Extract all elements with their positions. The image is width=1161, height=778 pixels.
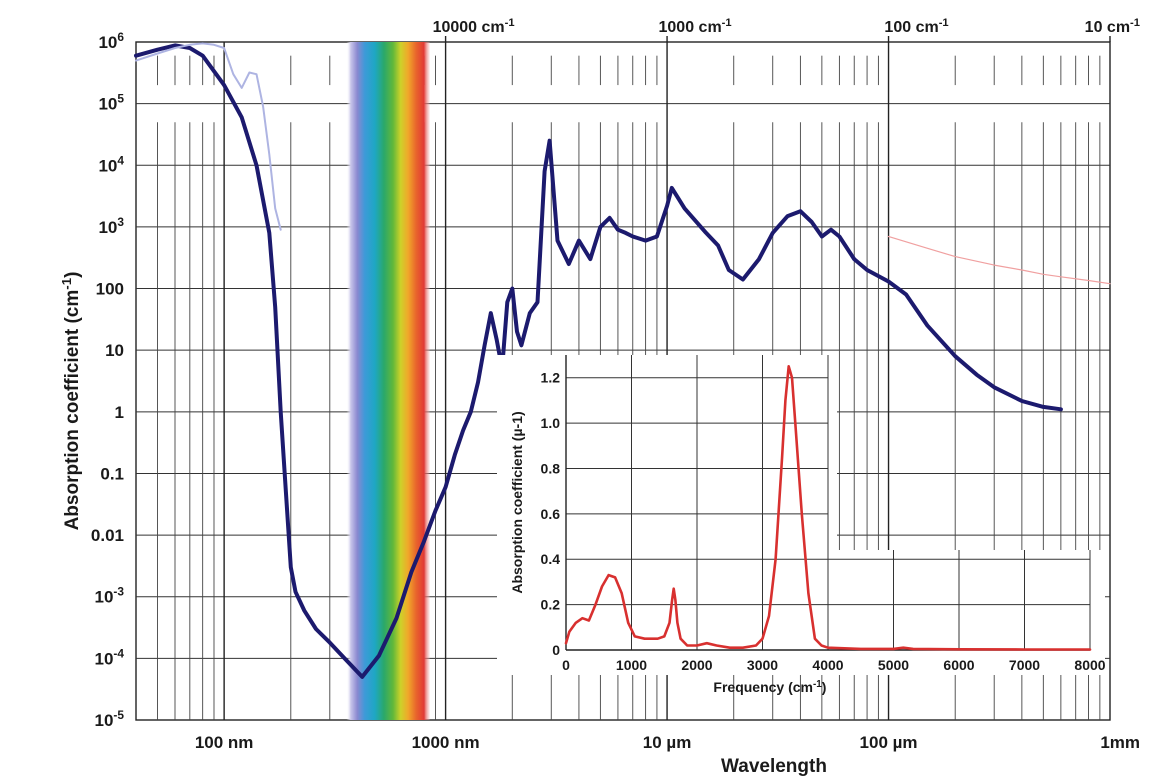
- y-tick-label: 105: [98, 92, 124, 114]
- x-tick-label: 10 µm: [643, 733, 692, 752]
- inset-x-tick-label: 1000: [616, 657, 647, 673]
- y-tick-base: 10: [98, 156, 117, 175]
- y-tick-label: 1: [115, 403, 124, 422]
- y-tick-base: 1: [115, 403, 124, 422]
- inset-y-tick-label: 0: [552, 642, 560, 658]
- top-tick-base: 10 cm: [1085, 19, 1130, 36]
- y-tick-label: 0.1: [100, 464, 124, 483]
- top-tick-sup: -1: [505, 17, 515, 29]
- y-tick-label: 10-4: [95, 646, 125, 668]
- y-tick-exp: -4: [113, 646, 124, 660]
- inset-chart: 0 1000 2000 3000 4000 5000 6000 7000 8000 0 0.2 0.4…: [497, 355, 1106, 695]
- inset-y-tick-label: 1.0: [541, 415, 561, 431]
- x-axis-label: Wavelength: [721, 756, 827, 777]
- inset-x-tick-label: 8000: [1074, 657, 1105, 673]
- inset-y-tick-label: 1.2: [541, 370, 561, 386]
- inset-y-tick-label: 0.8: [541, 460, 561, 476]
- series-1-line: [135, 42, 282, 231]
- top-tick-base: 1000 cm: [659, 19, 722, 36]
- inset-xlabel-pre: Frequency (cm: [713, 679, 813, 695]
- x-tick-label: 1mm: [1100, 733, 1140, 752]
- visible-spectrum-band: [346, 42, 430, 720]
- inset-x-axis-label: Frequency (cm-1)Frequency (cm-1): [713, 679, 826, 696]
- y-tick-exp: 5: [117, 92, 124, 106]
- inset-x-tick-label: 7000: [1009, 657, 1040, 673]
- inset-x-tick-label: 3000: [747, 657, 778, 673]
- inset-y-tick-label: 0.2: [541, 597, 561, 613]
- y-tick-label: 100: [96, 280, 124, 299]
- top-tick-label: 10000 cm-110000 cm-1: [433, 17, 515, 36]
- x-tick-label: 100 µm: [860, 733, 918, 752]
- y-tick-exp: 6: [117, 30, 124, 44]
- y-tick-base: 10: [95, 649, 114, 668]
- y-tick-base: 10: [95, 711, 114, 730]
- series-0-line: [134, 43, 1063, 679]
- y-tick-label: 103: [98, 215, 124, 237]
- series-2-line: [887, 235, 1111, 285]
- x-tick-label: 100 nm: [195, 733, 254, 752]
- y-tick-exp: 4: [117, 153, 124, 167]
- inset-ylabel-text: Absorption coefficient (µ-1): [509, 411, 525, 593]
- inset-x-tick-label: 6000: [943, 657, 974, 673]
- inset-x-tick-label: 5000: [878, 657, 909, 673]
- main-series: [134, 42, 1111, 679]
- top-tick-base: 10000 cm: [433, 19, 505, 36]
- y-tick-base: 0.1: [100, 464, 124, 483]
- inset-x-tick-label: 0: [562, 657, 570, 673]
- inset-series-line: [564, 365, 1092, 651]
- y-tick-base: 10: [98, 218, 117, 237]
- y-tick-label: 10: [105, 341, 124, 360]
- visible-band-rect: [346, 42, 430, 720]
- y-axis-label: Absorption coefficient (cm-1)Absorption …: [59, 272, 84, 531]
- y-tick-exp: 3: [117, 215, 124, 229]
- inset-x-tick-label: 4000: [812, 657, 843, 673]
- y-tick-label: 10-5: [95, 708, 125, 730]
- inset-bg-left: [497, 355, 837, 675]
- inset-y-tick-label: 0.4: [541, 551, 561, 567]
- y-tick-base: 10: [105, 341, 124, 360]
- inset-xlabel-sup: -1: [813, 679, 822, 690]
- main-ylabel-pre: Absorption coefficient (cm: [62, 290, 83, 531]
- x-tick-label: 1000 nm: [412, 733, 480, 752]
- main-plot-frame: [135, 41, 1111, 721]
- top-tick-label: 10 cm-110 cm-1: [1085, 17, 1140, 36]
- inset-bg-right: [837, 550, 1105, 675]
- inset-y-axis-label: Absorption coefficient (µ-1): [509, 411, 525, 593]
- top-tick-sup: -1: [1130, 17, 1140, 29]
- inset-xlabel-post: ): [822, 679, 827, 695]
- main-ylabel-post: ): [62, 272, 83, 278]
- y-tick-base: 0.01: [91, 526, 124, 545]
- x-axis-label-text: Wavelength: [721, 756, 827, 777]
- top-tick-base: 100 cm: [884, 19, 938, 36]
- y-tick-label: 10-3: [95, 585, 125, 607]
- inset-y-tick-label: 0.6: [541, 506, 561, 522]
- y-tick-base: 10: [98, 95, 117, 114]
- y-tick-base: 10: [95, 588, 114, 607]
- y-tick-base: 100: [96, 280, 124, 299]
- inset-x-tick-label: 2000: [681, 657, 712, 673]
- y-tick-base: 10: [98, 33, 117, 52]
- y-tick-label: 104: [98, 153, 124, 175]
- top-tick-sup: -1: [939, 17, 949, 29]
- top-tick-sup: -1: [722, 17, 732, 29]
- y-tick-label: 106: [98, 30, 124, 52]
- y-tick-label: 0.01: [91, 526, 124, 545]
- y-tick-exp: -5: [113, 708, 124, 722]
- y-tick-exp: -3: [113, 585, 124, 599]
- main-ylabel-sup: -1: [59, 277, 74, 289]
